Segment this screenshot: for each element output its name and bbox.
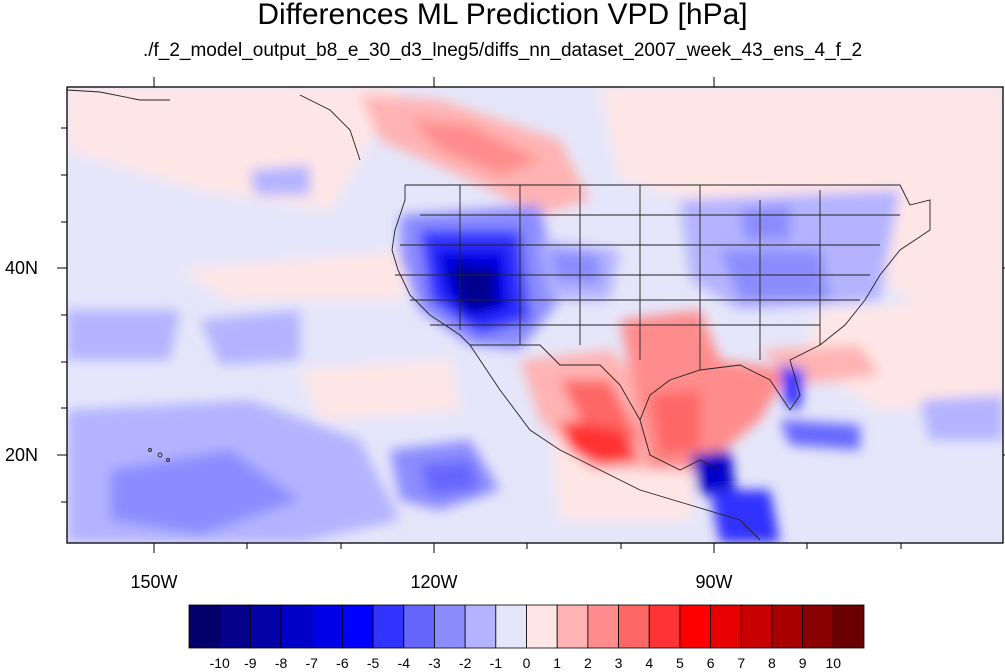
colorbar-swatch <box>679 604 711 649</box>
colorbar-swatch <box>587 604 619 649</box>
colorbar-label: -9 <box>244 655 257 671</box>
lon-label-150w: 150W <box>130 572 177 592</box>
lat-label-20n: 20N <box>5 445 38 465</box>
colorbar-swatch <box>740 604 773 649</box>
colorbar-label: 7 <box>737 655 745 671</box>
colorbar-swatch <box>802 604 834 649</box>
colorbar-label: 1 <box>553 655 561 671</box>
colorbar-swatch <box>832 604 865 649</box>
colorbar-label: -8 <box>275 655 288 671</box>
colorbar-swatch <box>342 604 374 649</box>
colorbar-swatch <box>526 604 558 649</box>
colorbar-label: 6 <box>707 655 715 671</box>
colorbar-swatch <box>495 604 527 649</box>
colorbar-swatch <box>219 604 251 649</box>
colorbar-label: 5 <box>676 655 684 671</box>
colorbar: -10 -9 -8 -7 -6 -5 -4 -3 -2 -1 0 1 2 3 4 5 6 7 8 9 10 <box>188 604 865 671</box>
colorbar-swatch <box>249 604 282 649</box>
colorbar-label: -1 <box>490 655 503 671</box>
colorbar-label: -6 <box>336 655 349 671</box>
colorbar-label: 0 <box>523 655 531 671</box>
colorbar-label: -4 <box>398 655 411 671</box>
colorbar-swatch <box>372 604 405 649</box>
lon-label-90w: 90W <box>695 572 732 592</box>
lat-label-40n: 40N <box>5 258 38 278</box>
vpd-difference-field <box>67 87 1003 543</box>
colorbar-label: 4 <box>645 655 653 671</box>
colorbar-swatch <box>434 604 466 649</box>
colorbar-label: 8 <box>768 655 776 671</box>
colorbar-swatch <box>464 604 497 649</box>
axis-ticks <box>57 77 1005 553</box>
colorbar-label: 10 <box>826 655 842 671</box>
colorbar-label: -5 <box>367 655 380 671</box>
colorbar-label: -7 <box>306 655 319 671</box>
map-subtitle: ./f_2_model_output_b8_e_30_d3_lneg5/diff… <box>142 40 863 61</box>
colorbar-label: -3 <box>428 655 441 671</box>
lon-label-120w: 120W <box>410 572 457 592</box>
coastlines-and-borders <box>67 89 931 541</box>
colorbar-swatch <box>771 604 804 649</box>
colorbar-label: 2 <box>584 655 592 671</box>
colorbar-swatch <box>710 604 742 649</box>
map-title: Differences ML Prediction VPD [hPa] <box>257 0 748 31</box>
colorbar-swatch <box>280 604 313 649</box>
colorbar-swatch <box>188 604 221 649</box>
colorbar-swatch <box>618 604 650 649</box>
colorbar-label: -10 <box>210 655 230 671</box>
colorbar-label: 3 <box>615 655 623 671</box>
colorbar-swatch <box>403 604 435 649</box>
colorbar-label: 9 <box>799 655 807 671</box>
colorbar-swatch <box>556 604 589 649</box>
colorbar-label: -2 <box>459 655 472 671</box>
colorbar-swatch <box>311 604 343 649</box>
colorbar-swatch <box>648 604 681 649</box>
